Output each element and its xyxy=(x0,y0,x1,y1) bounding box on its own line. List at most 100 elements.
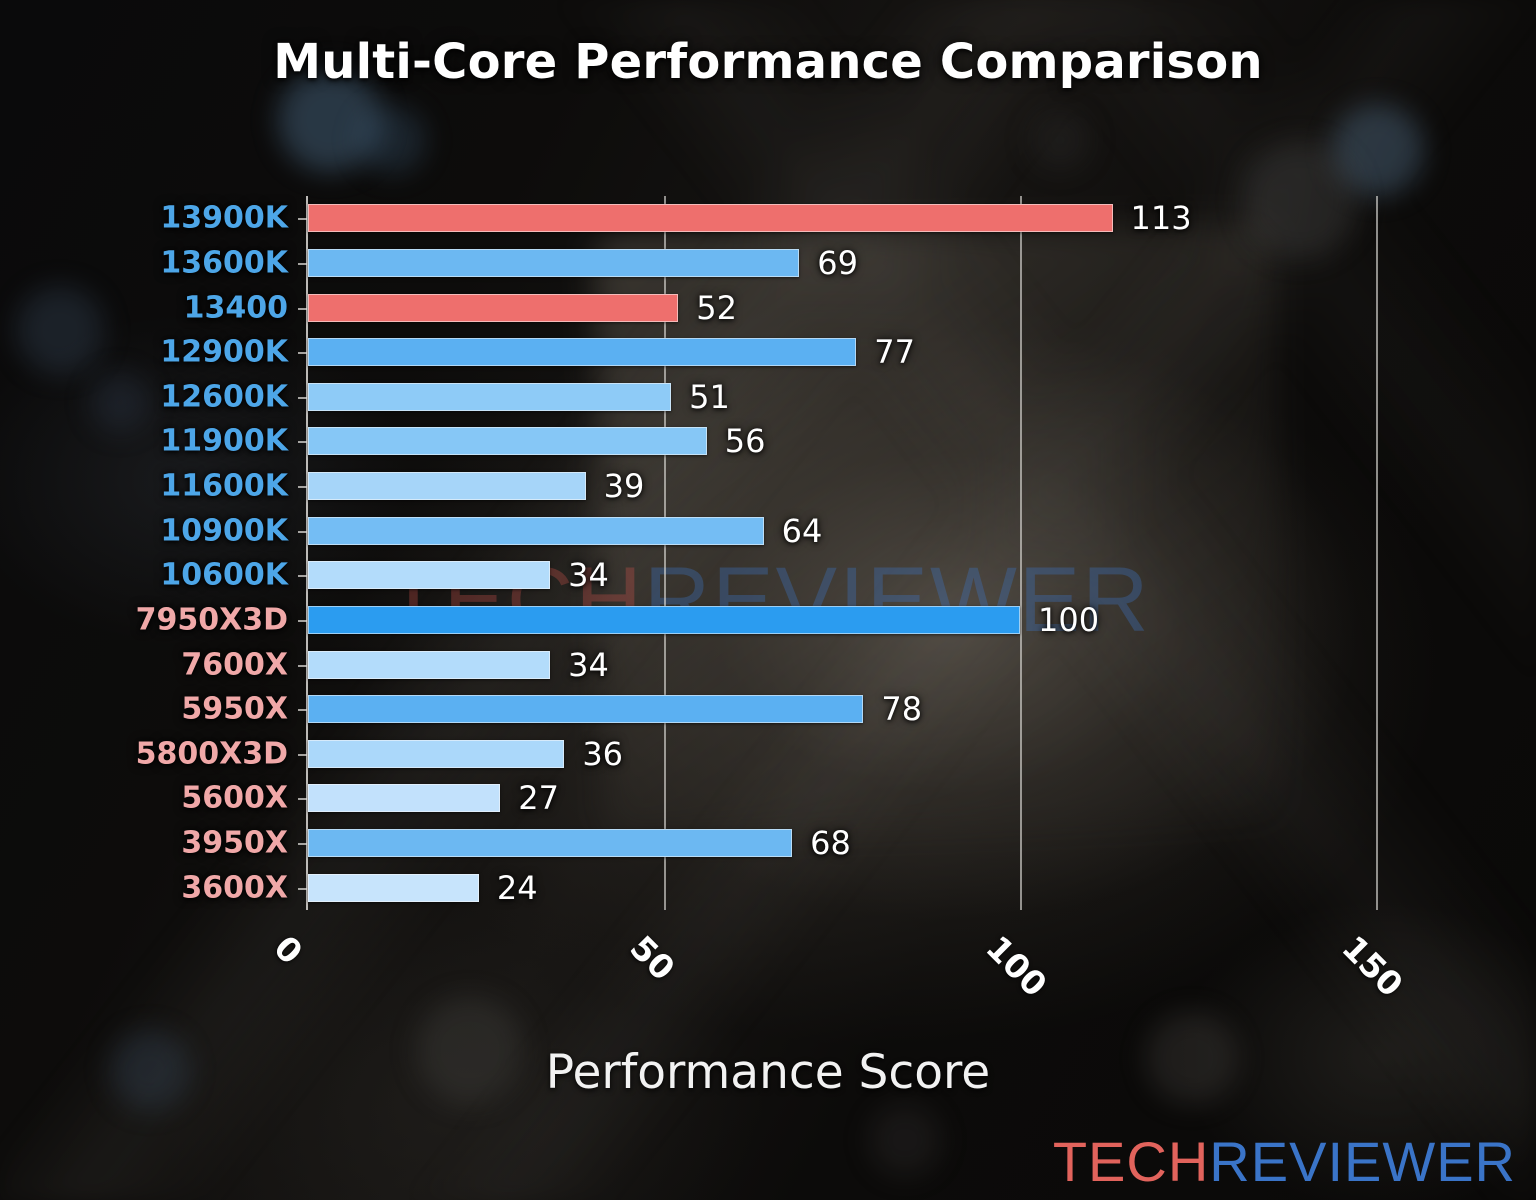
bar-value-label: 56 xyxy=(724,422,766,461)
bar-value-label: 78 xyxy=(881,690,923,729)
bokeh-dot xyxy=(278,68,382,172)
bokeh-dot xyxy=(358,106,426,174)
bar xyxy=(308,293,679,322)
bar-row: 68 xyxy=(308,821,1376,866)
bokeh-dot xyxy=(90,372,150,432)
y-axis-category-label: 5600X xyxy=(181,780,288,816)
y-axis-category-label: 3600X xyxy=(181,870,288,906)
y-tick-mark xyxy=(298,887,307,890)
y-axis-category-label: 11600K xyxy=(160,468,288,504)
bar xyxy=(308,427,707,456)
bar-value-label: 24 xyxy=(496,868,538,907)
bokeh-dot xyxy=(1030,110,1090,170)
y-axis-category-label: 5800X3D xyxy=(135,736,288,772)
y-axis-category-label: 11900K xyxy=(160,423,288,459)
bar-row: 64 xyxy=(308,508,1376,553)
bar xyxy=(308,873,479,902)
y-tick-mark xyxy=(298,352,307,355)
y-tick-mark xyxy=(298,843,307,846)
y-axis-category-label: 7600X xyxy=(181,647,288,683)
bar-row: 39 xyxy=(308,464,1376,509)
y-axis-spine xyxy=(306,196,308,910)
y-tick-mark xyxy=(298,575,307,578)
y-tick-mark xyxy=(298,307,307,310)
bar-row: 51 xyxy=(308,375,1376,420)
gridline xyxy=(1376,196,1378,910)
bar-row: 113 xyxy=(308,196,1376,241)
bar-value-label: 69 xyxy=(817,243,858,282)
y-tick-mark xyxy=(298,753,307,756)
bar-row: 24 xyxy=(308,865,1376,910)
bar-value-label: 34 xyxy=(568,645,609,684)
bokeh-dot xyxy=(1146,1012,1238,1104)
bokeh-dot xyxy=(110,1030,190,1110)
y-axis-category-label: 10600K xyxy=(160,557,288,593)
gridline xyxy=(664,196,666,910)
y-tick-mark xyxy=(298,530,307,533)
bar-value-label: 36 xyxy=(582,734,624,773)
bar-row: 34 xyxy=(308,642,1376,687)
y-tick-mark xyxy=(298,396,307,399)
y-axis-category-label: 3950X xyxy=(181,825,288,861)
bar-value-label: 64 xyxy=(781,511,823,550)
bar xyxy=(308,784,501,813)
bar xyxy=(308,829,793,858)
gridline xyxy=(1020,196,1022,910)
bokeh-dot xyxy=(1332,104,1424,196)
bar xyxy=(308,338,857,367)
y-axis-category-label: 10900K xyxy=(160,513,288,549)
y-tick-mark xyxy=(298,619,307,622)
y-axis-category-label: 13600K xyxy=(160,245,288,281)
y-axis-category-label: 13400 xyxy=(183,290,288,326)
plot-area: 113 69 52 77 51 56 39 64 34 100 34 78 36 27 68 24 xyxy=(298,196,1378,910)
bar-value-label: 52 xyxy=(696,288,737,327)
brand-reviewer: REVIEWER xyxy=(1209,1130,1516,1193)
bar-value-label: 113 xyxy=(1130,199,1192,238)
bar-row: 52 xyxy=(308,285,1376,330)
watermark-reviewer: REVIEWER xyxy=(643,549,1151,651)
brand-tech: TECH xyxy=(1052,1130,1210,1193)
bar-row: 36 xyxy=(308,732,1376,777)
bar xyxy=(308,650,551,679)
y-tick-mark xyxy=(298,709,307,712)
bar xyxy=(308,695,864,724)
bar xyxy=(308,516,764,545)
bar-row: 77 xyxy=(308,330,1376,375)
bar-value-label: 27 xyxy=(518,779,559,818)
bar xyxy=(308,605,1020,634)
bar-row: 100 xyxy=(308,598,1376,643)
bar xyxy=(308,204,1113,233)
bar-row: 34 xyxy=(308,553,1376,598)
bar-value-label: 100 xyxy=(1038,600,1100,639)
bokeh-dot xyxy=(416,996,524,1104)
brand-logo: TECHREVIEWER xyxy=(1053,1129,1516,1194)
bokeh-dot xyxy=(16,286,104,374)
y-tick-mark xyxy=(298,664,307,667)
bar-value-label: 34 xyxy=(568,556,609,595)
y-tick-mark xyxy=(298,218,307,221)
x-axis-label: Performance Score xyxy=(545,1045,991,1100)
bar xyxy=(308,472,586,501)
bar-row: 27 xyxy=(308,776,1376,821)
y-axis-category-label: 7950X3D xyxy=(135,602,288,638)
bar xyxy=(308,382,672,411)
bar-row: 56 xyxy=(308,419,1376,464)
bar-row: 69 xyxy=(308,241,1376,286)
y-tick-mark xyxy=(298,262,307,265)
y-axis-category-label: 12600K xyxy=(160,379,288,415)
bar-value-label: 77 xyxy=(874,333,915,372)
chart-title: Multi-Core Performance Comparison xyxy=(273,34,1263,90)
bar-value-label: 39 xyxy=(603,467,645,506)
y-tick-mark xyxy=(298,486,307,489)
bar xyxy=(308,248,800,277)
bokeh-dot xyxy=(869,1104,941,1176)
bar xyxy=(308,739,565,768)
y-axis-category-label: 13900K xyxy=(160,200,288,236)
bar-row: 78 xyxy=(308,687,1376,732)
bar-value-label: 51 xyxy=(689,377,730,416)
bokeh-dot xyxy=(1242,142,1358,258)
y-axis-category-label: 12900K xyxy=(160,334,288,370)
